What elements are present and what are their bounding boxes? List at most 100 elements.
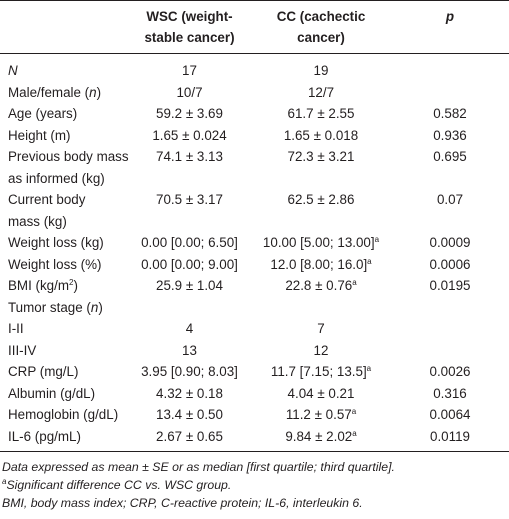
cell-text: 0.582 (433, 106, 467, 121)
cell-text: 19 (313, 63, 329, 78)
cell-text: Albumin (g/dL) (8, 385, 96, 401)
cell-text: CC (cachectic cancer) (276, 9, 366, 45)
superscript: a (352, 278, 357, 287)
superscript: a (351, 407, 357, 416)
cell-text: CRP (mg/L) (8, 364, 79, 379)
superscript: 2 (69, 278, 74, 287)
value-cell (251, 297, 391, 319)
value-cell: 74.1 ± 3.13 (128, 146, 251, 189)
text-segment: Significant difference CC vs. WSC group. (6, 478, 232, 492)
value-cell: 0.0026 (391, 361, 509, 383)
row-label: Previous body mass as informed (kg) (0, 146, 129, 189)
value-cell: 0.0006 (391, 254, 509, 276)
cell-text: 62.5 ± 2.86 (287, 192, 355, 207)
cell-text: 2.67 ± 0.65 (156, 428, 223, 444)
row-label: Current body mass (kg) (0, 189, 128, 232)
value-cell: 62.5 ± 2.86 (251, 189, 391, 232)
text-segment: p (445, 9, 455, 24)
cell-text: 17 (182, 63, 197, 78)
value-cell: 19 (251, 54, 391, 82)
table-row: Male/female (n) 10/7 12/7 (0, 82, 509, 104)
cell-text: 3.95 [0.90; 8.03] (141, 364, 238, 379)
value-cell: 4.32 ± 0.18 (128, 383, 251, 405)
text-segment: n (89, 84, 97, 100)
value-cell: 72.3 ± 3.21 (251, 146, 391, 189)
row-label: I-II (0, 318, 128, 340)
value-cell: 0.00 [0.00; 9.00] (128, 254, 251, 276)
value-cell: 1.65 ± 0.018 (251, 125, 391, 147)
cell-text: III-IV (8, 342, 37, 358)
header-cell: WSC (weight-stable cancer) (128, 0, 251, 54)
row-label: Albumin (g/dL) (0, 383, 128, 405)
text-segment: 11.2 ± 0.57 (285, 407, 352, 422)
value-cell: 2.67 ± 0.65 (128, 425, 251, 452)
table-body: N 17 19 Male/female (n) 10/7 12/7 Age (years) 5… (0, 54, 509, 452)
cell-text: 0.00 [0.00; 6.50] (141, 235, 238, 250)
cell-text: 0.00 [0.00; 9.00] (141, 256, 238, 272)
text-segment: BMI, body mass index; CRP, C-reactive pr… (2, 496, 363, 510)
cell-text: 0.07 (436, 192, 464, 207)
value-cell: 0.07 (391, 189, 509, 232)
value-cell: 4.04 ± 0.21 (251, 383, 391, 405)
text-segment: as informed (kg) (8, 170, 105, 186)
cell-text: 12/7 (307, 84, 335, 100)
value-cell: 70.5 ± 3.17 (128, 189, 251, 232)
value-cell: 12.0 [8.00; 16.0]a (251, 254, 391, 276)
text-segment: ) (73, 278, 78, 293)
footnotes: Data expressed as mean ± SE or as median… (0, 452, 509, 512)
text-segment: 9.84 ± 2.02 (285, 428, 353, 444)
value-cell: 0.695 (391, 146, 509, 189)
cell-text: Height (m) (8, 127, 71, 143)
superscript: a (352, 428, 357, 438)
cell-text: 0.0026 (429, 364, 471, 379)
table-row: Weight loss (kg) 0.00 [0.00; 6.50] 10.00 [… (0, 232, 509, 254)
table-row: III-IV 13 12 (0, 340, 509, 362)
value-cell: 3.95 [0.90; 8.03] (128, 361, 251, 383)
text-segment: 12.0 [8.00; 16.0] (270, 256, 368, 272)
table-row: N 17 19 (0, 54, 509, 82)
row-label: Height (m) (0, 125, 128, 147)
table-row: Current body mass (kg) 70.5 ± 3.17 62.5 ± 2… (0, 189, 509, 232)
value-cell: 1.65 ± 0.024 (128, 125, 251, 147)
value-cell: 0.316 (391, 383, 509, 405)
cell-text: IL-6 (pg/mL) (8, 428, 81, 444)
value-cell: 13.4 ± 0.50 (128, 404, 251, 426)
row-label: Hemoglobin (g/dL) (0, 404, 128, 426)
header-cell: CC (cachectic cancer) (251, 0, 391, 54)
text-segment: ) (98, 299, 103, 315)
table-row: IL-6 (pg/mL) 2.67 ± 0.65 9.84 ± 2.02a 0.011… (0, 425, 509, 452)
data-table: WSC (weight-stable cancer) CC (cachectic … (0, 0, 509, 452)
table-row: BMI (kg/m2) 25.9 ± 1.04 22.8 ± 0.76a 0.0195 (0, 275, 509, 297)
cell-text: 13.4 ± 0.50 (156, 407, 223, 422)
value-cell (391, 318, 509, 340)
text-segment: Data expressed as mean ± SE or as median… (2, 460, 395, 474)
value-cell: 0.0009 (391, 232, 509, 254)
cell-text: 13 (182, 342, 197, 358)
value-cell: 10/7 (128, 82, 251, 104)
value-cell: 9.84 ± 2.02a (251, 425, 391, 452)
superscript: a (367, 256, 372, 266)
cell-text: 61.7 ± 2.55 (287, 106, 355, 121)
cell-text: 4 (185, 321, 194, 336)
cell-text: 0.0195 (429, 278, 471, 293)
text-segment: Previous body mass (8, 149, 129, 164)
cell-text: 0.0006 (429, 256, 471, 272)
text-segment: 10.00 [5.00; 13.00] (262, 235, 375, 250)
text-segment: BMI (kg/m (8, 278, 70, 293)
header-cell: p (391, 0, 509, 54)
cell-text: 0.0119 (430, 428, 470, 444)
value-cell: 0.582 (391, 103, 509, 125)
footnote: aSignificant difference CC vs. WSC group… (2, 476, 509, 494)
value-cell: 22.8 ± 0.76a (251, 275, 391, 297)
value-cell (128, 297, 251, 319)
table-row: Tumor stage (n) (0, 297, 509, 319)
value-cell: 59.2 ± 3.69 (128, 103, 251, 125)
cell-text: 0.316 (433, 385, 467, 401)
value-cell: 0.00 [0.00; 6.50] (128, 232, 251, 254)
cell-text: 0.0009 (429, 235, 471, 250)
row-label: Weight loss (%) (0, 254, 128, 276)
cell-text: Weight loss (kg) (8, 235, 104, 250)
value-cell: 13 (128, 340, 251, 362)
cell-text: 4.04 ± 0.21 (287, 385, 355, 401)
